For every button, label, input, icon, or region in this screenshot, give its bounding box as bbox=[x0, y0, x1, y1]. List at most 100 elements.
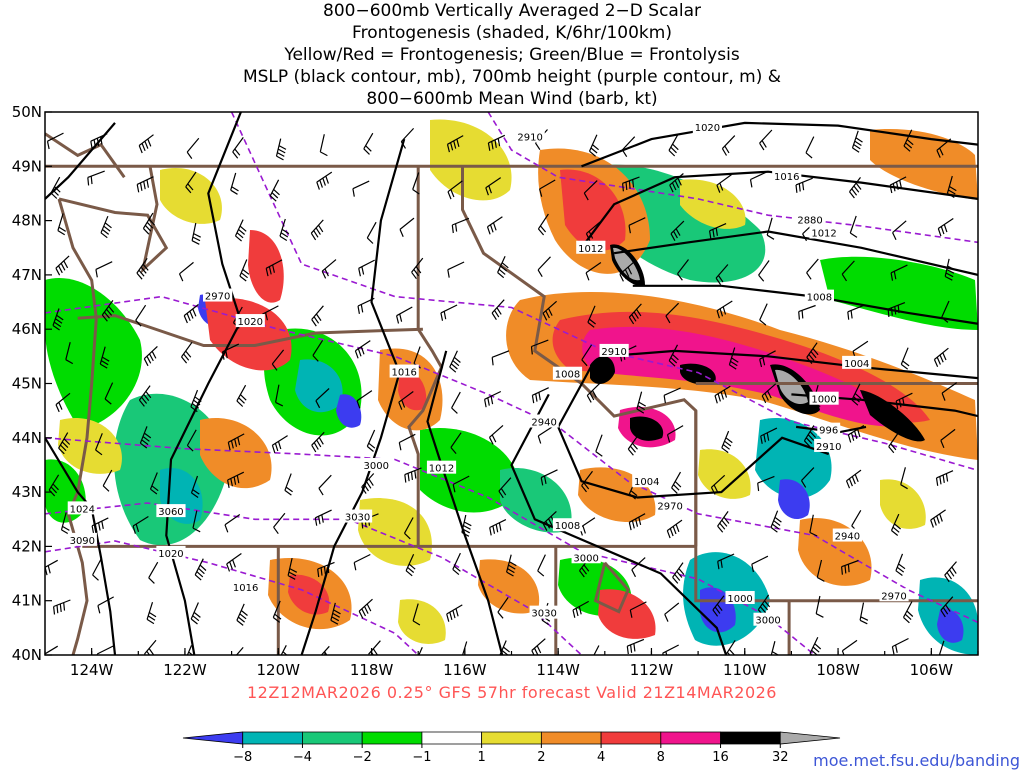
wind-barb bbox=[714, 385, 731, 404]
wind-barb bbox=[540, 469, 558, 486]
height-contour-label: 2970 bbox=[881, 591, 906, 602]
wind-barb bbox=[314, 509, 332, 526]
wind-barb bbox=[183, 304, 199, 324]
wind-barb bbox=[279, 218, 290, 242]
mslp-contour-label-bg bbox=[67, 501, 97, 515]
wind-barb bbox=[806, 258, 819, 280]
wind-barb bbox=[940, 596, 954, 618]
contour-labels: 1020 1016 1012 1012 1008 1004 1000 996 1008 1004 1… bbox=[67, 120, 909, 627]
wind-barb bbox=[398, 391, 414, 410]
wind-barb bbox=[891, 637, 909, 655]
wind-barb bbox=[46, 132, 64, 150]
wind-barb bbox=[499, 640, 510, 655]
colorbar-label: 2 bbox=[537, 750, 545, 765]
mslp-contour-label: 1024 bbox=[70, 504, 95, 515]
height-contour-label-bg bbox=[361, 457, 391, 471]
height-contour-label-bg bbox=[832, 528, 862, 542]
wind-barb bbox=[226, 553, 242, 572]
wind-barb bbox=[447, 261, 465, 278]
wind-barb bbox=[586, 382, 601, 403]
wind-barb bbox=[190, 602, 201, 625]
wind-barb bbox=[937, 218, 954, 237]
wind-barb bbox=[815, 595, 824, 618]
mslp-contour bbox=[581, 121, 978, 168]
x-tick-label: 114W bbox=[536, 661, 580, 679]
wind-barb bbox=[138, 385, 152, 407]
wind-barb bbox=[668, 134, 679, 157]
wind-barb bbox=[271, 435, 288, 453]
wind-barb bbox=[946, 175, 957, 199]
wind-barb bbox=[895, 553, 906, 576]
wind-barb bbox=[488, 424, 504, 445]
wind-barb bbox=[710, 474, 726, 495]
wind-barb bbox=[766, 217, 775, 240]
title-line: Yellow/Red = Frontogenesis; Green/Blue =… bbox=[284, 45, 740, 65]
height-contour-label: 2940 bbox=[835, 532, 860, 543]
height-contour-label-bg bbox=[795, 212, 825, 226]
wind-barb bbox=[941, 300, 950, 323]
wind-barb bbox=[461, 514, 472, 537]
wind-barb bbox=[446, 135, 464, 153]
wind-barb bbox=[358, 598, 373, 619]
wind-barb bbox=[669, 173, 684, 193]
wind-barb bbox=[841, 260, 855, 282]
boundary-line bbox=[407, 166, 444, 547]
wind-barb bbox=[316, 171, 333, 190]
mslp-contour-label: 1000 bbox=[727, 594, 752, 605]
mslp-contour-label: 1008 bbox=[807, 293, 832, 304]
mslp-contours bbox=[45, 112, 978, 655]
wind-barb bbox=[716, 300, 733, 319]
wind-barb bbox=[581, 470, 593, 493]
colorbar-segment bbox=[720, 731, 781, 745]
mslp-contour-label-bg bbox=[809, 391, 839, 405]
wind-barb bbox=[724, 639, 736, 655]
wind-barb bbox=[311, 305, 324, 327]
wind-barb bbox=[190, 389, 202, 413]
wind-barb bbox=[588, 134, 599, 157]
chart-title: 800−600mb Vertically Averaged 2−D Scalar… bbox=[0, 0, 1024, 110]
wind-barb bbox=[619, 261, 634, 282]
wind-barb bbox=[235, 647, 244, 655]
wind-barb bbox=[315, 388, 330, 409]
wind-barb bbox=[178, 261, 194, 282]
y-tick-label: 49N bbox=[12, 157, 42, 175]
mslp-contour-label: 1012 bbox=[578, 244, 603, 255]
y-tick-label: 40N bbox=[12, 646, 42, 664]
wind-barb bbox=[892, 220, 907, 241]
mslp-contour bbox=[45, 437, 117, 655]
wind-barb bbox=[936, 138, 952, 158]
y-tick-label: 45N bbox=[12, 375, 42, 393]
wind-barb bbox=[795, 177, 813, 193]
mslp-contour-label-bg bbox=[235, 314, 265, 328]
wind-barb bbox=[99, 346, 110, 369]
wind-barb bbox=[759, 350, 776, 368]
wind-barb bbox=[631, 557, 646, 578]
wind-barb bbox=[757, 475, 775, 492]
colorbar-segment bbox=[182, 731, 244, 745]
wind-barb bbox=[900, 467, 908, 490]
wind-barb bbox=[101, 300, 115, 322]
wind-barb bbox=[716, 174, 732, 193]
wind-barb bbox=[530, 339, 549, 355]
website-link[interactable]: moe.met.fsu.edu/banding bbox=[813, 751, 1020, 770]
x-tick-label: 118W bbox=[350, 661, 394, 679]
mslp-contour-label-bg bbox=[842, 355, 872, 369]
wind-barb bbox=[280, 645, 288, 655]
wind-barb bbox=[806, 342, 819, 364]
wind-barb bbox=[102, 469, 113, 492]
wind-barb bbox=[275, 384, 284, 407]
mslp-contour-label-bg bbox=[156, 545, 186, 559]
x-tick-label: 120W bbox=[257, 661, 301, 679]
height-contour-label: 3090 bbox=[70, 536, 95, 547]
wind-barb bbox=[506, 554, 517, 577]
wind-barb bbox=[537, 554, 546, 577]
wind-barb bbox=[352, 180, 370, 197]
wind-barb bbox=[398, 433, 416, 451]
mslp-contour-label: 1004 bbox=[844, 359, 869, 370]
wind-barb bbox=[411, 257, 424, 280]
wind-barb bbox=[450, 432, 462, 454]
wind-barb bbox=[671, 471, 682, 494]
wind-barb bbox=[889, 176, 907, 194]
wind-barb bbox=[311, 431, 325, 453]
height-contour bbox=[487, 112, 978, 244]
